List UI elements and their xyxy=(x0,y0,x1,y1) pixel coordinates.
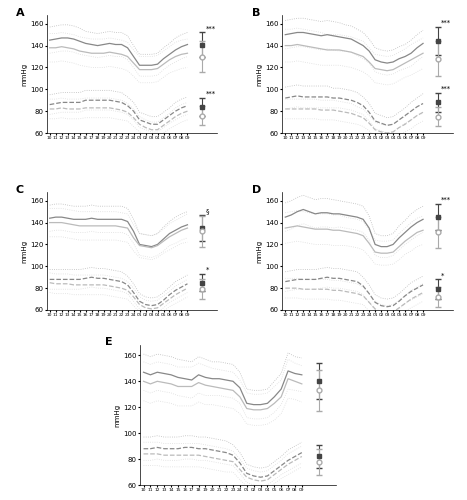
Text: §: § xyxy=(205,208,209,214)
Text: ***: *** xyxy=(441,86,451,91)
Text: D: D xyxy=(252,185,261,195)
Text: A: A xyxy=(16,8,25,18)
Text: ***: *** xyxy=(441,197,451,203)
Text: *: * xyxy=(205,267,209,273)
Y-axis label: mmHg: mmHg xyxy=(114,404,120,426)
Text: E: E xyxy=(105,336,113,346)
Text: *: * xyxy=(441,272,445,278)
Y-axis label: mmHg: mmHg xyxy=(21,240,27,262)
Y-axis label: mmHg: mmHg xyxy=(21,62,27,86)
Text: ***: *** xyxy=(205,26,216,32)
Text: C: C xyxy=(16,185,24,195)
Text: ***: *** xyxy=(205,91,216,97)
Text: ***: *** xyxy=(441,20,451,26)
Text: B: B xyxy=(252,8,260,18)
Y-axis label: mmHg: mmHg xyxy=(256,240,262,262)
Y-axis label: mmHg: mmHg xyxy=(256,62,262,86)
